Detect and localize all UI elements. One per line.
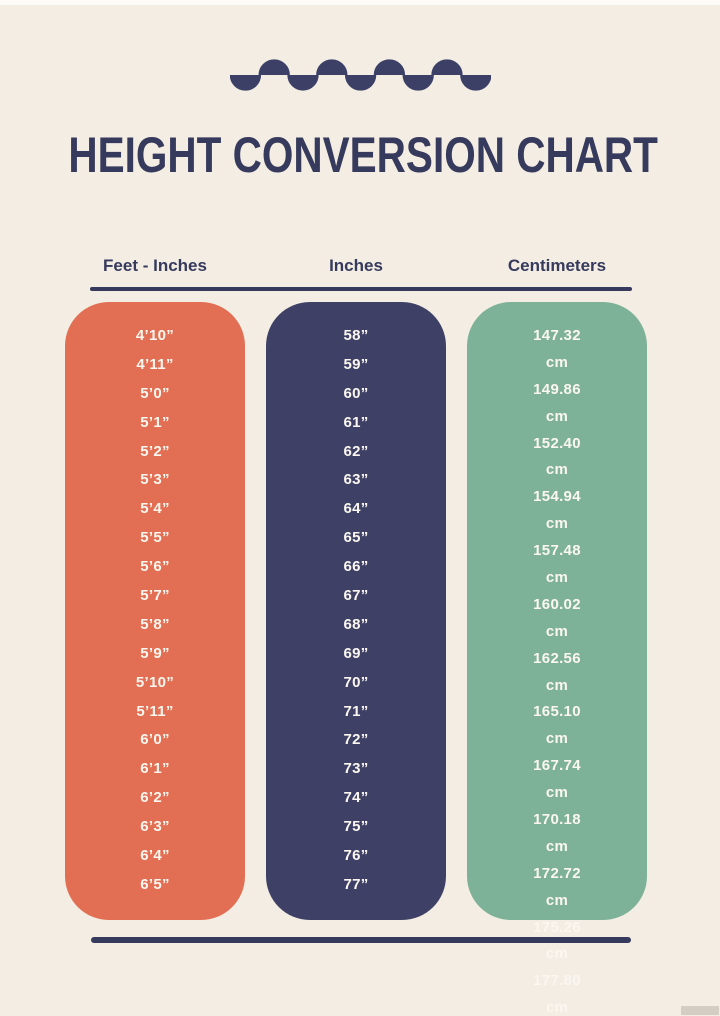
watermark: [681, 1006, 719, 1015]
feet-inches-cell: 4’11”: [136, 355, 174, 373]
centimeters-cell-unit: cm: [545, 945, 569, 963]
feet-inches-cell: 5’9”: [140, 644, 170, 662]
column-header-inches: Inches: [329, 256, 383, 275]
feet-inches-cell: 5’11”: [136, 702, 174, 720]
inches-cell: 62”: [343, 442, 369, 460]
centimeters-cell-unit: cm: [545, 837, 569, 855]
feet-inches-cell: 6’1”: [140, 760, 170, 778]
centimeters-cell-unit: cm: [545, 353, 569, 371]
inches-cell: 72”: [343, 731, 369, 749]
inches-cell: 60”: [343, 384, 369, 402]
feet-inches-cell: 5’6”: [140, 558, 170, 576]
inches-cell: 75”: [343, 818, 369, 836]
feet-inches-cell: 5’2”: [140, 442, 170, 460]
inches-cell: 64”: [343, 500, 369, 518]
centimeters-cell: 157.48: [533, 542, 581, 560]
centimeters-cell-unit: cm: [545, 569, 569, 587]
feet-inches-cell: 5’7”: [140, 587, 170, 605]
page-edge: [0, 0, 720, 5]
feet-inches-cell: 5’10”: [135, 673, 175, 691]
centimeters-cell-unit: cm: [545, 461, 569, 479]
feet-inches-cell: 5’5”: [140, 529, 170, 547]
feet-inches-list: 4’10” 4’11” 5’0” 5’1” 5’2” 5’3” 5’4” 5’5” 5’6” 5’…: [65, 302, 245, 900]
feet-inches-cell: 5’8”: [140, 615, 170, 633]
inches-cell: 67”: [343, 587, 369, 605]
wave-decoration-icon: [230, 59, 491, 91]
feet-inches-cell: 4’10”: [135, 327, 175, 344]
inches-cell: 74”: [343, 789, 369, 807]
feet-inches-cell: 6’0”: [140, 731, 170, 749]
feet-inches-cell: 5’1”: [140, 413, 170, 431]
column-header-centimeters: Centimeters: [507, 256, 607, 275]
centimeters-cell: 149.86: [533, 380, 581, 398]
inches-cell: 59”: [343, 355, 369, 373]
centimeters-list: 147.32 cm 149.86 cm 152.40 cm 154.94 cm 157.48 cm…: [467, 302, 647, 1016]
centimeters-cell: 177.80: [533, 972, 581, 990]
centimeters-cell-unit: cm: [545, 730, 569, 748]
centimeters-cell: 175.26: [533, 918, 581, 936]
column-centimeters: 147.32 cm 149.86 cm 152.40 cm 154.94 cm 157.48 cm…: [467, 302, 647, 1016]
centimeters-cell: 147.32: [533, 327, 581, 344]
centimeters-cell: 170.18: [533, 811, 581, 829]
centimeters-cell-unit: cm: [545, 515, 569, 533]
feet-inches-cell: 6’4”: [140, 847, 170, 865]
feet-inches-cell: 5’0”: [140, 384, 170, 402]
feet-inches-cell: 5’4”: [140, 500, 170, 518]
inches-cell: 63”: [343, 471, 369, 489]
centimeters-cell: 165.10: [533, 703, 581, 721]
centimeters-cell: 167.74: [533, 757, 581, 775]
feet-inches-cell: 6’3”: [140, 818, 170, 836]
centimeters-cell-unit: cm: [545, 999, 569, 1016]
column-header-feet-inches: Feet - Inches: [103, 256, 207, 275]
inches-cell: 73”: [343, 760, 369, 778]
inches-cell: 66”: [343, 558, 369, 576]
feet-inches-cell: 5’3”: [140, 471, 170, 489]
inches-cell: 71”: [343, 702, 369, 720]
feet-inches-cell: 6’2”: [140, 789, 170, 807]
inches-cell: 68”: [343, 615, 369, 633]
centimeters-cell-unit: cm: [545, 622, 569, 640]
inches-cell: 76”: [343, 847, 369, 865]
inches-cell: 70”: [343, 673, 369, 691]
inches-cell: 77”: [343, 875, 369, 893]
column-inches: 58” 59” 60” 61” 62” 63” 64” 65” 66” 67” 68” 69” 70” 7…: [266, 302, 446, 920]
centimeters-cell-unit: cm: [545, 676, 569, 694]
centimeters-cell-unit: cm: [545, 891, 569, 909]
centimeters-cell-unit: cm: [545, 407, 569, 425]
inches-cell: 61”: [343, 413, 369, 431]
centimeters-cell: 154.94: [533, 488, 581, 506]
centimeters-cell-unit: cm: [545, 784, 569, 802]
centimeters-cell: 152.40: [533, 434, 581, 452]
inches-cell: 65”: [343, 529, 369, 547]
centimeters-cell: 162.56: [533, 649, 581, 667]
inches-cell: 69”: [343, 644, 369, 662]
bottom-divider: [91, 937, 631, 943]
header-underline: [90, 287, 632, 291]
page-title: HEIGHT CONVERSION CHART: [68, 127, 658, 183]
centimeters-cell: 172.72: [533, 864, 581, 882]
inches-list: 58” 59” 60” 61” 62” 63” 64” 65” 66” 67” 68” 69” 70” 7…: [266, 302, 446, 900]
column-feet-inches: 4’10” 4’11” 5’0” 5’1” 5’2” 5’3” 5’4” 5’5” 5’6” 5’…: [65, 302, 245, 920]
centimeters-cell: 160.02: [533, 595, 581, 613]
inches-cell: 58”: [343, 327, 369, 344]
feet-inches-cell: 6’5”: [140, 875, 170, 893]
